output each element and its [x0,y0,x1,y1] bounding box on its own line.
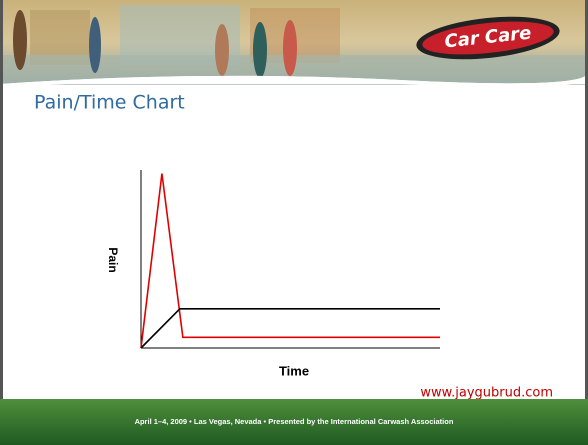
website-url: www.jaygubrud.com [420,386,553,401]
footer-text: April 1–4, 2009 • Las Vegas, Nevada • Pr… [135,417,454,426]
x-axis-label: Time [279,363,309,378]
slide-title: Pain/Time Chart [34,92,185,114]
slide: Car Care Pain/Time Chart Pain Time www.j… [0,0,588,445]
left-border [0,0,3,400]
y-axis-label: Pain [106,247,120,272]
